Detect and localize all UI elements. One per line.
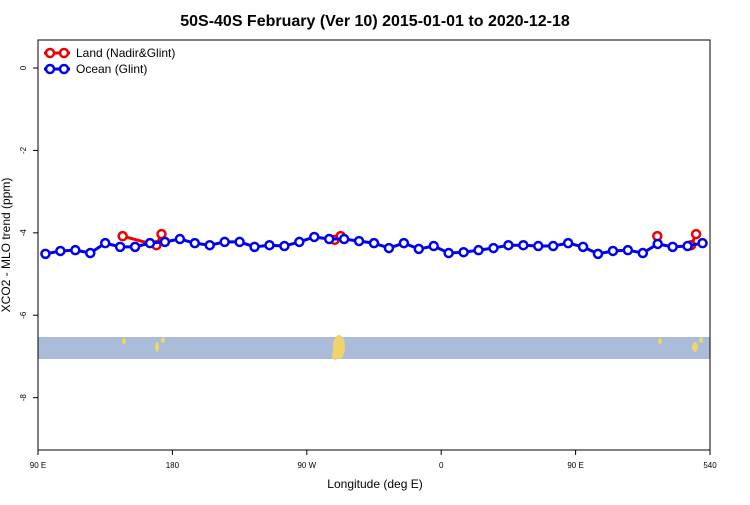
- point: [353, 235, 365, 247]
- point: [622, 244, 634, 256]
- y-axis-label: XCO2 - MLO trend (ppm): [0, 178, 13, 313]
- legend-label: Ocean (Glint): [76, 62, 147, 76]
- point: [234, 236, 245, 248]
- point: [204, 239, 215, 251]
- point: [189, 237, 201, 249]
- point: [117, 230, 128, 242]
- y-tick-label: -6: [19, 311, 28, 319]
- point: [503, 239, 514, 251]
- point: [383, 242, 395, 254]
- point: [592, 248, 604, 260]
- point: [323, 233, 335, 245]
- point: [428, 240, 439, 252]
- point: [114, 241, 126, 253]
- x-tick-label: 180: [166, 461, 180, 470]
- point: [533, 240, 544, 252]
- point: [368, 237, 380, 249]
- x-axis-label: Longitude (deg E): [327, 477, 422, 491]
- x-tick-label: 0: [439, 461, 444, 470]
- point: [488, 242, 499, 254]
- point: [264, 239, 275, 251]
- point: [607, 245, 619, 257]
- x-tick-label: 90 W: [297, 461, 316, 470]
- point: [398, 237, 410, 249]
- land-shapes: [122, 335, 703, 360]
- point: [338, 233, 350, 245]
- point: [547, 240, 559, 252]
- point: [637, 247, 649, 259]
- point: [70, 244, 81, 256]
- point: [697, 237, 708, 249]
- point: [219, 236, 230, 248]
- point: [413, 243, 425, 255]
- point: [518, 239, 529, 251]
- x-tick-label: 540: [703, 461, 717, 470]
- point: [85, 247, 96, 259]
- point: [129, 241, 141, 253]
- y-tick-label: -8: [19, 394, 28, 402]
- point: [159, 236, 171, 248]
- plot-frame: [37, 39, 711, 451]
- x-tick-label: 90 E: [567, 461, 583, 470]
- point: [690, 228, 702, 240]
- point: [99, 237, 111, 249]
- x-tick-label: 90 E: [30, 461, 46, 470]
- point: [667, 241, 678, 253]
- legend-marker: [44, 63, 56, 75]
- point: [443, 247, 454, 259]
- point: [174, 233, 186, 245]
- point: [40, 248, 51, 260]
- legend-label: Land (Nadir&Glint): [76, 46, 175, 60]
- y-tick-label: -4: [19, 229, 28, 237]
- point: [144, 237, 156, 249]
- point: [652, 238, 663, 250]
- point: [279, 240, 290, 252]
- y-tick-label: -2: [19, 146, 28, 154]
- point: [682, 240, 693, 252]
- point: [249, 241, 260, 253]
- point: [294, 236, 305, 248]
- point: [309, 231, 320, 243]
- point: [562, 237, 574, 249]
- point: [55, 245, 66, 257]
- y-tick-label: 0: [19, 65, 28, 70]
- legend-marker: [44, 47, 56, 59]
- point: [577, 241, 589, 253]
- point: [458, 246, 469, 258]
- legend-marker: [58, 63, 70, 75]
- point: [473, 244, 484, 256]
- chart-title: 50S-40S February (Ver 10) 2015-01-01 to …: [180, 13, 570, 30]
- map-band: [38, 337, 710, 359]
- legend-marker: [58, 47, 70, 59]
